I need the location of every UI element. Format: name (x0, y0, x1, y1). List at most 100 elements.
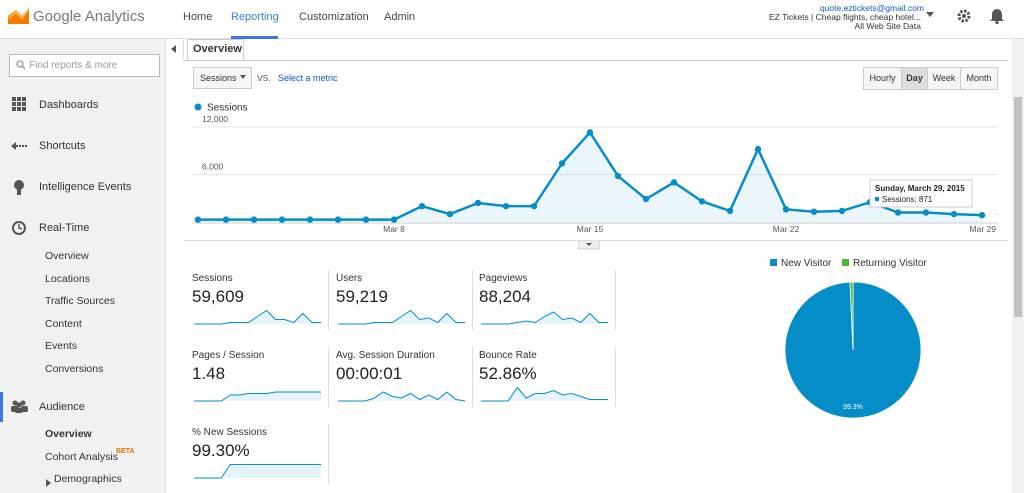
point (810, 208, 818, 215)
point (474, 199, 482, 207)
tile-divider (615, 270, 616, 330)
intelligence-icon (14, 180, 24, 195)
tile-divider (328, 270, 329, 330)
beta-badge: BETA (116, 447, 135, 455)
tab[interactable] (187, 39, 244, 62)
legend-marker (194, 103, 202, 111)
scroll-thumb[interactable] (1014, 97, 1022, 317)
granularity-button[interactable]: Hourly (863, 67, 902, 90)
dropdown-caret (240, 75, 246, 79)
area (198, 132, 982, 222)
account-email[interactable]: quote.eztickets@gmail.com (819, 3, 924, 13)
y-tick-label: 12,000 (202, 114, 228, 124)
sparkline-line (194, 464, 321, 479)
metric-label: Pages / Session (192, 350, 265, 361)
chart-resize[interactable] (578, 240, 600, 250)
menu-section[interactable]: Dashboards (39, 99, 99, 111)
metric-label: Avg. Session Duration (336, 350, 435, 361)
granularity-button[interactable]: Month (960, 67, 998, 90)
nav-item[interactable]: Admin (384, 11, 416, 23)
settings-icon[interactable] (956, 8, 972, 24)
tooltip (869, 179, 973, 208)
audience-icon (11, 400, 28, 413)
point (726, 207, 734, 215)
menu-item[interactable]: Cohort Analysis (45, 450, 118, 463)
sparkline-line (194, 309, 321, 325)
menu-item[interactable]: Demographics (54, 473, 122, 485)
sparkline-line (481, 386, 608, 402)
point (362, 216, 370, 223)
sparkline-area (194, 392, 321, 401)
metric-value: 1.48 (192, 364, 226, 383)
point (614, 172, 622, 180)
sparkline (194, 464, 321, 479)
property[interactable]: All Web Site Data (854, 21, 921, 31)
slice-label: 99.3% (843, 404, 863, 411)
sparkline (338, 391, 466, 402)
menu-item[interactable]: Overview (45, 428, 92, 440)
sparkline-line (338, 309, 465, 325)
legend-label: New Visitor (781, 258, 832, 269)
point (894, 209, 902, 216)
nav-item[interactable]: Customization (299, 11, 369, 23)
metric-label: Sessions (200, 73, 237, 83)
visitor-pie: New Visitor Returning Visitor 99.3% (770, 258, 927, 419)
point (250, 216, 258, 223)
point (306, 216, 314, 223)
menu-section[interactable]: Real-Time (39, 222, 90, 234)
top-bar (0, 0, 1024, 39)
search-placeholder: Find reports & more (29, 60, 118, 71)
point (558, 160, 566, 167)
search-box[interactable] (9, 54, 160, 77)
tooltip-text: Sessions: 871 (882, 195, 933, 204)
legend-swatch (842, 259, 849, 266)
collapse-arrow (171, 45, 176, 53)
sparkline-area (194, 310, 321, 324)
point (922, 209, 930, 216)
expand-caret (46, 479, 51, 487)
notifications-icon[interactable] (989, 7, 1005, 24)
active-marker (0, 392, 3, 422)
sidebar (0, 39, 166, 493)
menu-item[interactable]: Content (45, 317, 82, 330)
menu-item[interactable]: Overview (45, 250, 89, 262)
pie-slice (849, 281, 854, 351)
menu-item[interactable]: Conversions (45, 362, 104, 375)
granularity-button[interactable]: Day (901, 67, 928, 90)
point (194, 216, 202, 223)
sparkline (481, 311, 608, 325)
account-caret[interactable] (926, 12, 934, 18)
menu-item[interactable]: Events (45, 340, 78, 352)
menu-section[interactable]: Shortcuts (39, 140, 86, 152)
tile-divider (472, 347, 473, 407)
collapse-toggle[interactable] (166, 39, 184, 59)
metric-dropdown[interactable] (193, 67, 252, 89)
metric-value: 88,204 (479, 287, 531, 306)
nav-item[interactable]: Reporting (231, 11, 279, 23)
menu-item[interactable]: Locations (45, 272, 90, 285)
menu-section[interactable]: Intelligence Events (39, 181, 132, 193)
point (978, 211, 986, 219)
tile-divider (615, 347, 616, 407)
legend-label: Returning Visitor (853, 258, 927, 269)
sparkline-area (338, 310, 465, 324)
menu-item[interactable]: Traffic Sources (45, 295, 116, 307)
vs-label: VS. (257, 73, 271, 83)
realtime-icon (12, 221, 26, 235)
account-name[interactable]: EZ Tickets | Cheap flights, cheap hotel.… (769, 12, 921, 22)
tab-label: Overview (193, 43, 242, 55)
sparkline-line (481, 311, 608, 325)
shortcuts-icon (11, 142, 27, 150)
menu-section[interactable]: Audience (39, 401, 85, 413)
metric-value: 59,609 (192, 287, 244, 306)
sparkline-area (194, 464, 321, 478)
tooltip-title: Sunday, March 29, 2015 (875, 184, 965, 193)
granularity-button[interactable]: Week (927, 67, 961, 90)
point (222, 216, 230, 223)
metric-label: Bounce Rate (479, 350, 537, 361)
point (334, 216, 342, 223)
compare-link[interactable]: Select a metric (278, 73, 338, 83)
metric-value: 00:00:01 (336, 364, 403, 383)
nav-item[interactable]: Home (183, 11, 213, 23)
